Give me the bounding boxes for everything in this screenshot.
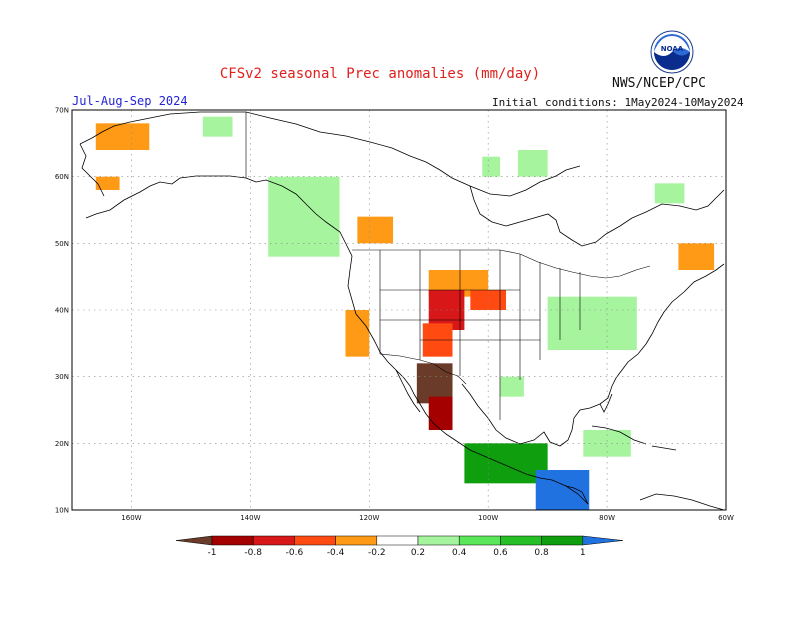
- coastlines: [79, 111, 725, 510]
- anomaly-cell: [202, 116, 233, 137]
- anomaly-cell: [500, 376, 524, 397]
- alaska-north: [79, 111, 246, 145]
- hudson-bay: [469, 185, 725, 247]
- colorbar-segment: [211, 535, 254, 546]
- map-border: [71, 109, 727, 511]
- colorbar-arrow-low: [175, 535, 213, 546]
- logo-text: NOAA: [661, 45, 684, 53]
- colorbar-segment: [376, 535, 419, 546]
- canada-arctic: [245, 111, 581, 197]
- lat-label: 20N: [55, 440, 69, 448]
- colorbar-segment: [335, 535, 378, 546]
- colorbar-label: -0.2: [368, 548, 386, 558]
- season-label: Jul-Aug-Sep 2024: [72, 94, 188, 108]
- us-west-coast: [347, 255, 435, 425]
- lat-labels: 70N 60N 50N 40N 30N 20N 10N: [55, 107, 69, 515]
- colorbar-segment: [500, 535, 542, 546]
- colorbar-segment: [294, 535, 336, 546]
- us-mexico-border: [379, 353, 467, 385]
- lon-label: 120W: [359, 514, 379, 522]
- lat-label: 60N: [55, 173, 69, 181]
- colorbar-label: -0.8: [244, 548, 262, 558]
- anomaly-cell: [547, 296, 637, 350]
- lon-label: 60W: [718, 514, 734, 522]
- colorbar-segment: [458, 535, 501, 546]
- lat-label: 30N: [55, 373, 69, 381]
- cuba: [591, 425, 647, 445]
- lat-label: 50N: [55, 240, 69, 248]
- south-america-north: [639, 493, 725, 510]
- initial-conditions-label: Initial conditions: 1May2024-10May2024: [492, 96, 744, 109]
- agency-label: NWS/NCEP/CPC: [612, 76, 706, 91]
- state-lines: [379, 250, 581, 420]
- lat-label: 70N: [55, 107, 69, 115]
- lon-labels: 160W 140W 120W 100W 80W 60W: [121, 514, 734, 522]
- map-title: CFSv2 seasonal Prec anomalies (mm/day): [219, 66, 541, 82]
- colorbar-label: 0.4: [452, 548, 467, 558]
- anomaly-cell: [535, 470, 590, 510]
- anomaly-cell: [517, 150, 548, 177]
- anomaly-cell: [470, 290, 507, 310]
- colorbar-segment: [541, 535, 584, 546]
- colorbar-label: -0.4: [327, 548, 345, 558]
- hispaniola: [651, 445, 677, 451]
- lon-label: 140W: [240, 514, 260, 522]
- anomaly-cell: [654, 183, 685, 204]
- florida: [599, 393, 613, 413]
- anomaly-cell: [345, 310, 370, 357]
- anomaly-cell: [357, 216, 394, 244]
- anomaly-cell: [95, 176, 120, 190]
- alaska-west: [79, 143, 105, 197]
- anomaly-cell: [464, 443, 548, 484]
- anomaly-cell: [95, 123, 150, 150]
- anomaly-cell: [268, 176, 340, 257]
- colorbar-label: -0.6: [286, 548, 304, 558]
- central-america: [565, 485, 589, 505]
- colorbar-segment: [252, 535, 295, 546]
- colorbar-label: 0.2: [411, 548, 425, 558]
- lon-label: 160W: [121, 514, 141, 522]
- colorbar-segment: [417, 535, 460, 546]
- colorbar: -1 -0.8 -0.6 -0.4 -0.2 0.2 0.4 0.6 0.8 1: [175, 535, 623, 558]
- lat-label: 10N: [55, 507, 69, 515]
- colorbar-label: 1: [580, 548, 586, 558]
- colorbar-label: 0.8: [534, 548, 549, 558]
- noaa-logo-icon: NOAA: [650, 30, 694, 74]
- lon-label: 80W: [599, 514, 615, 522]
- anomaly-cell: [482, 156, 501, 177]
- lon-label: 100W: [478, 514, 498, 522]
- lat-label: 40N: [55, 307, 69, 315]
- borders: [245, 112, 651, 420]
- anomaly-cell: [428, 396, 453, 430]
- colorbar-label: 0.6: [493, 548, 508, 558]
- baja-california: [395, 369, 421, 413]
- colorbar-arrow-high: [582, 535, 623, 546]
- alaska-coast: [85, 175, 353, 257]
- anomaly-cell: [678, 243, 715, 270]
- us-canada-border: [352, 249, 651, 279]
- graticule: [72, 110, 726, 510]
- colorbar-label: -1: [208, 548, 217, 558]
